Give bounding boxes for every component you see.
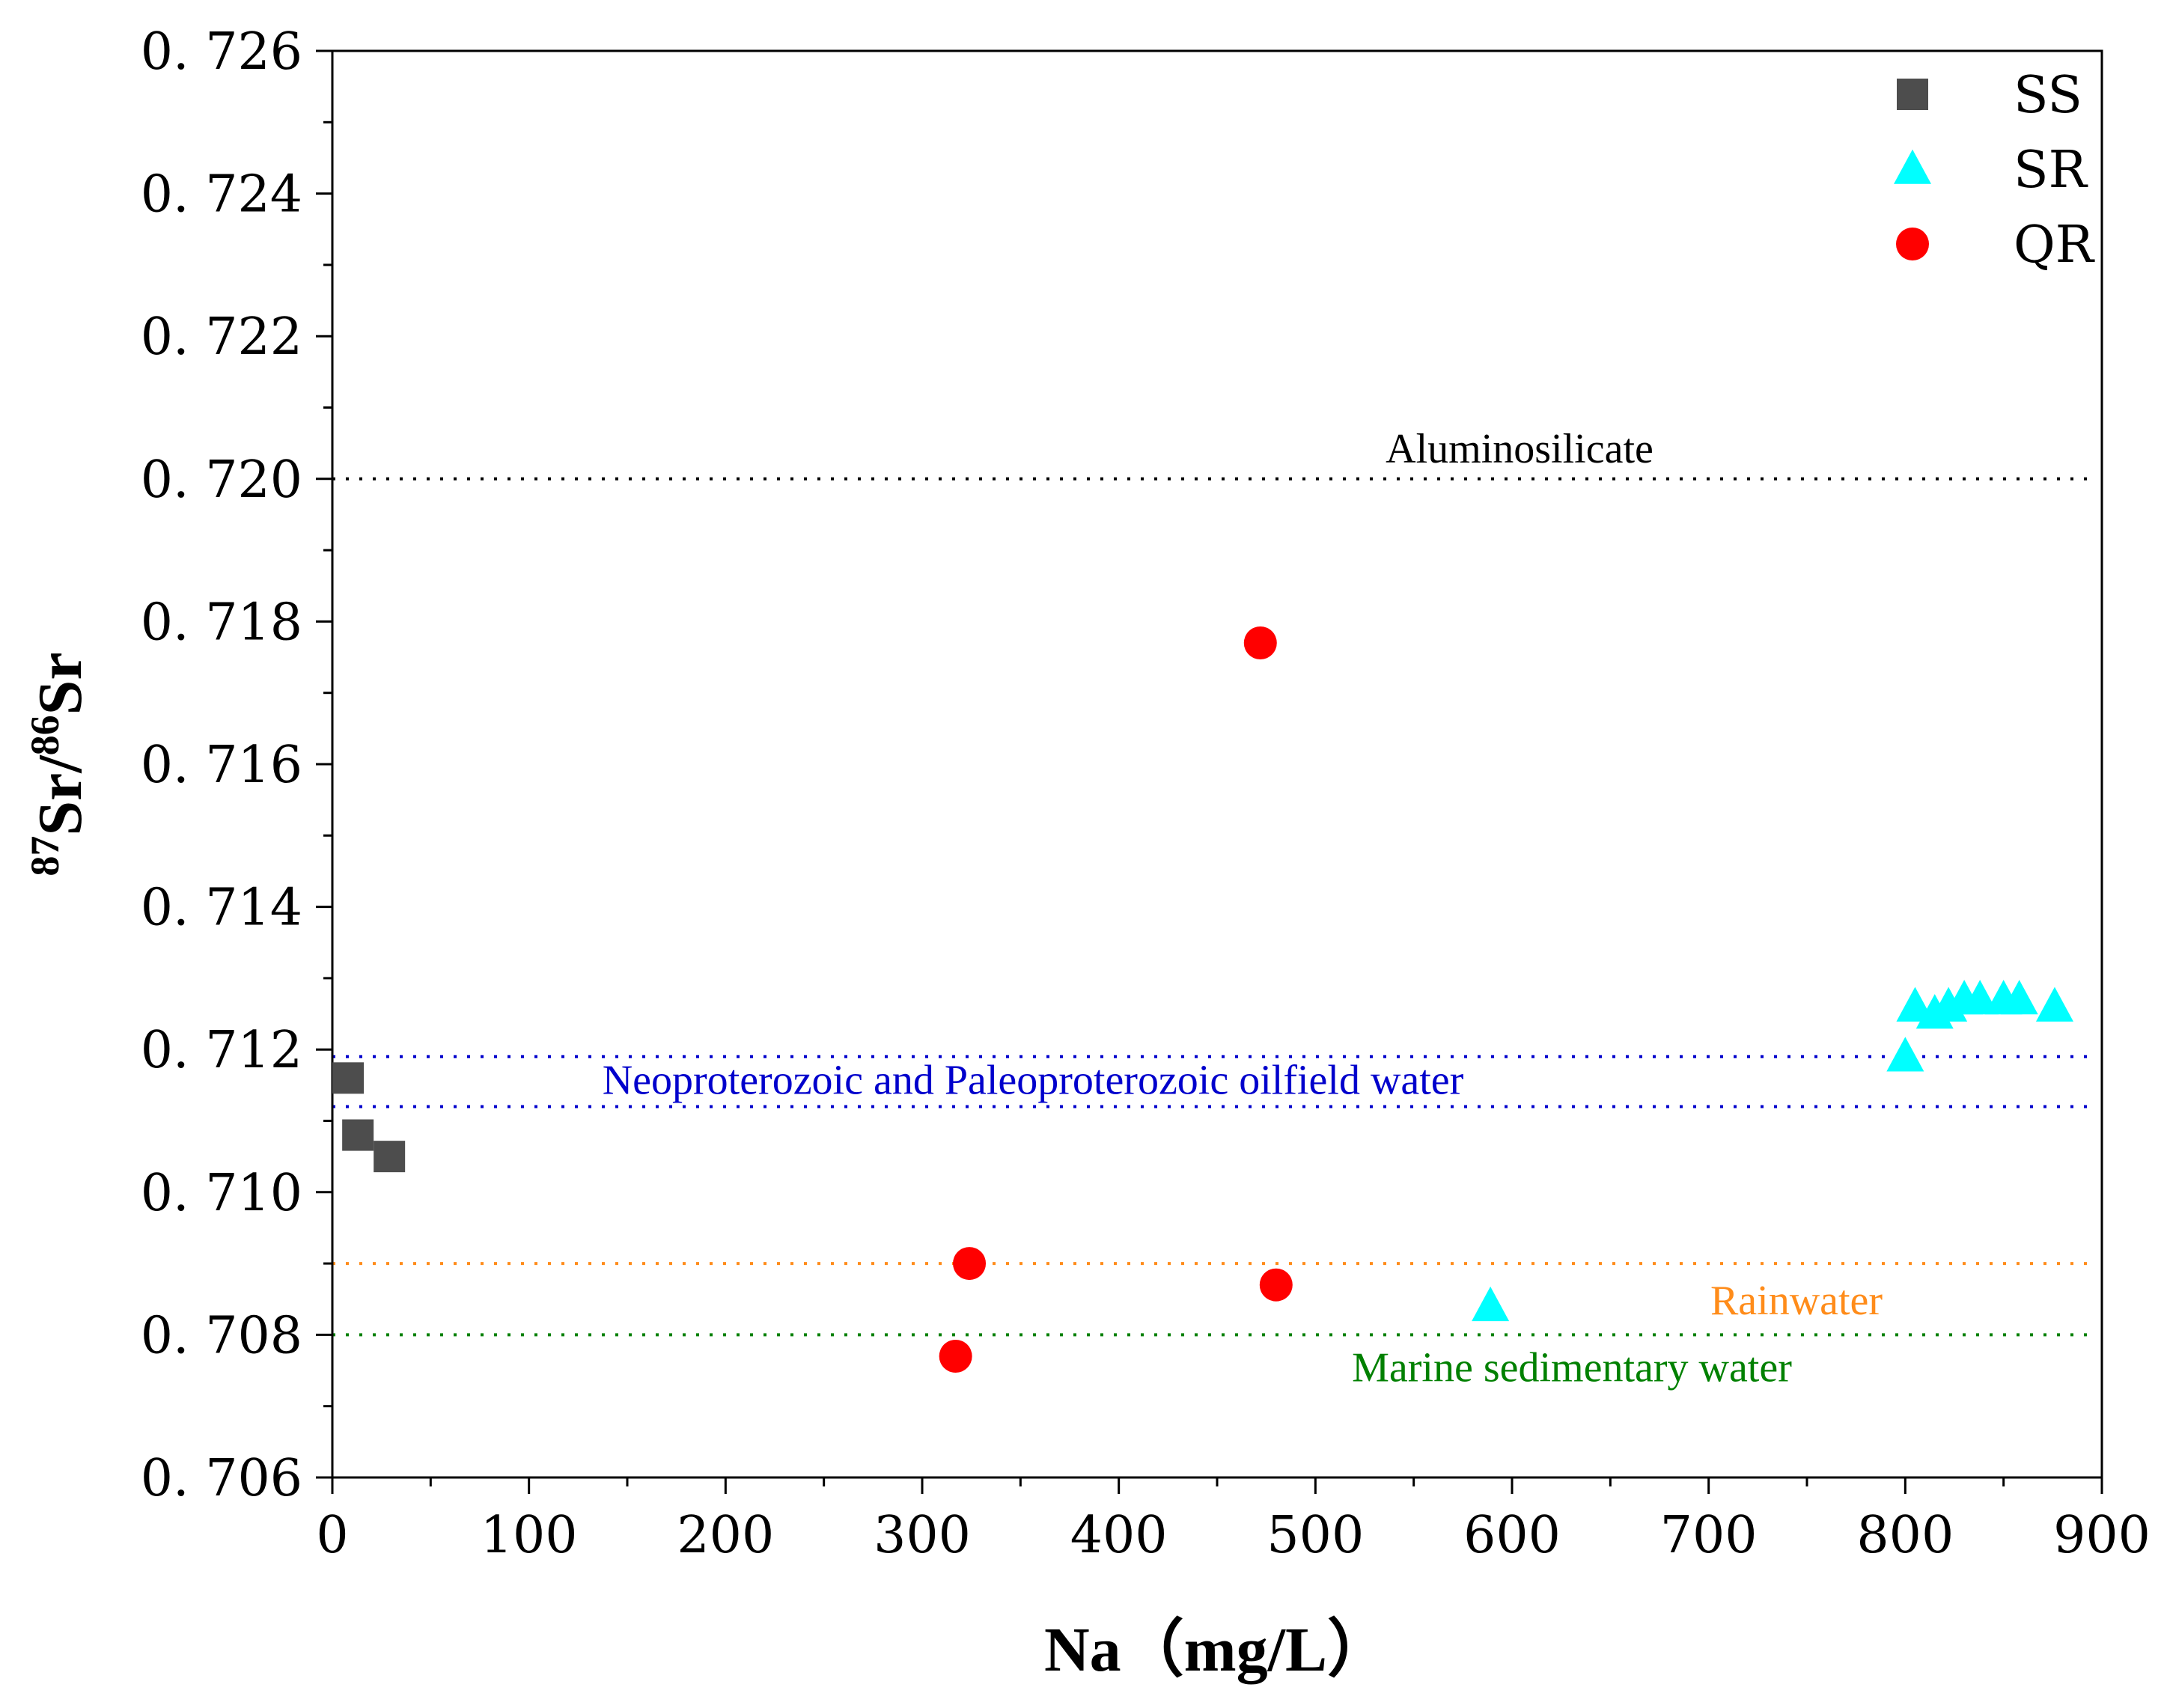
qr-data-point <box>953 1247 987 1281</box>
y-tick-label: 0. 716 <box>141 736 302 795</box>
data-points <box>332 626 2073 1373</box>
legend-marker-ss <box>1897 79 1928 110</box>
qr-data-point <box>1243 626 1277 659</box>
y-tick-label: 0. 720 <box>141 451 302 510</box>
plot-frame <box>331 49 2103 1479</box>
y-tick-label: 0. 706 <box>141 1449 302 1508</box>
legend-label-sr: SR <box>2014 141 2088 200</box>
y-tick-label: 0. 722 <box>141 308 302 367</box>
y-axis-title-text: Sr/ <box>25 754 95 836</box>
legend: SS SR QR <box>1894 66 2095 275</box>
y-axis-title-superscript: 86 <box>22 715 67 755</box>
y-tick-label: 0. 718 <box>141 593 302 652</box>
reference-label: Marine sedimentary water <box>1352 1344 1792 1391</box>
qr-data-point <box>1259 1268 1293 1302</box>
x-axis-title: Na（mg/L） <box>1044 1615 1390 1685</box>
reference-lines: Aluminosilicate Neoproterozoic and Paleop… <box>332 426 2091 1391</box>
sr-data-point <box>2035 986 2073 1022</box>
x-tick-label: 500 <box>1267 1506 1364 1565</box>
reference-label: Aluminosilicate <box>1386 426 1654 472</box>
y-tick-label: 0. 708 <box>141 1306 302 1365</box>
sr-data-point <box>1961 980 1999 1015</box>
x-tick-label: 100 <box>481 1506 578 1565</box>
y-axis-title-superscript: 87 <box>22 836 67 876</box>
sr-data-point <box>1472 1286 1510 1322</box>
ss-data-point <box>332 1062 365 1094</box>
legend-marker-qr <box>1896 228 1929 260</box>
y-tick-label: 0. 712 <box>141 1021 302 1080</box>
legend-label-qr: QR <box>2014 216 2095 275</box>
sr-data-point <box>2000 980 2038 1015</box>
reference-label: Neoproterozoic and Paleoproterozoic oilf… <box>603 1058 1464 1104</box>
x-tick-label: 900 <box>2053 1506 2151 1565</box>
sr-data-point <box>1896 986 1934 1022</box>
legend-marker-sr <box>1894 149 1931 184</box>
sr-data-point <box>1886 1037 1924 1072</box>
legend-label-ss: SS <box>2014 66 2082 125</box>
y-tick-label: 0. 724 <box>141 165 302 225</box>
y-tick-label: 0. 714 <box>141 879 302 938</box>
reference-label: Rainwater <box>1710 1278 1883 1324</box>
x-tick-label: 300 <box>874 1506 971 1565</box>
ss-data-point <box>342 1119 374 1151</box>
x-tick-label: 800 <box>1856 1506 1954 1565</box>
y-tick-label: 0. 726 <box>141 22 302 82</box>
y-axis-title: 87Sr/86Sr <box>22 652 95 876</box>
axes: 0 100 200 300 400 500 600 700 800 900 0. 706 0. 708… <box>22 22 2151 1685</box>
x-tick-label: 400 <box>1070 1506 1168 1565</box>
y-tick-label: 0. 710 <box>141 1164 302 1223</box>
x-tick-label: 0 <box>316 1506 348 1565</box>
ss-data-point <box>374 1141 406 1173</box>
y-axis-title-text: Sr <box>25 652 95 715</box>
x-tick-label: 600 <box>1463 1506 1561 1565</box>
qr-data-point <box>939 1339 972 1373</box>
x-tick-label: 700 <box>1660 1506 1758 1565</box>
x-tick-label: 200 <box>677 1506 774 1565</box>
